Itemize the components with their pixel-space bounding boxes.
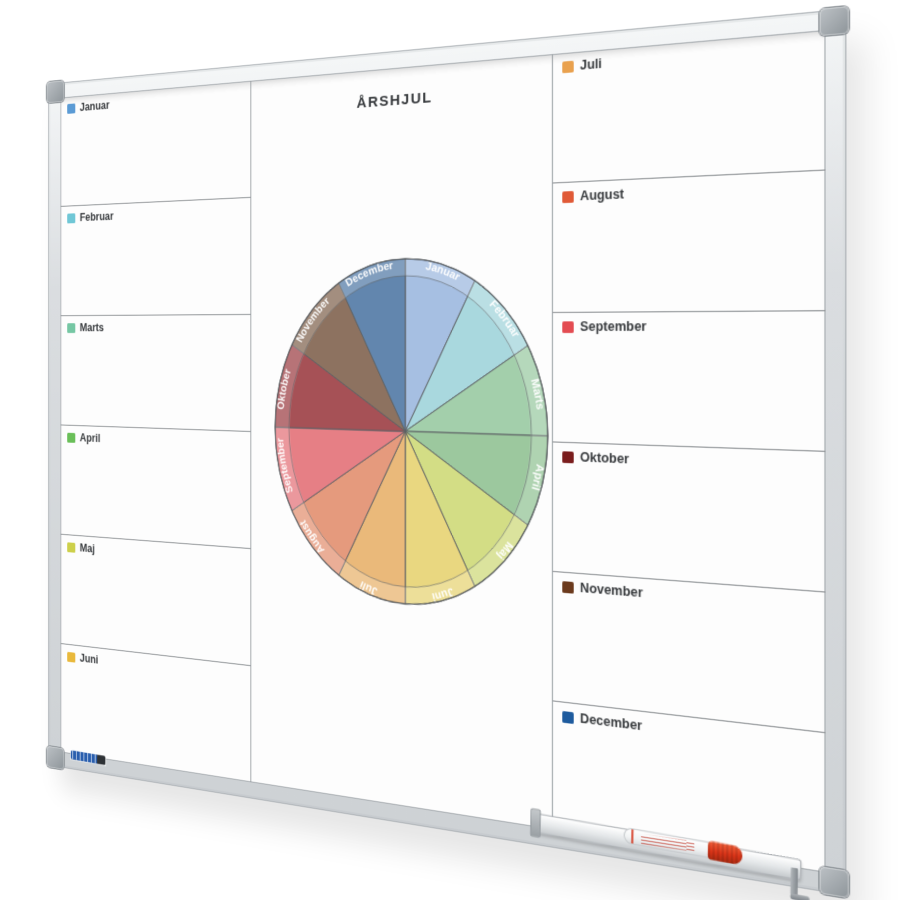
month-label: Oktober — [580, 449, 630, 467]
month-label: Marts — [79, 321, 104, 334]
month-label: September — [580, 318, 647, 335]
month-color-swatch — [562, 321, 574, 333]
month-row-september: September — [552, 310, 826, 451]
month-color-swatch — [67, 651, 76, 663]
month-color-swatch — [562, 581, 574, 594]
month-color-swatch — [562, 60, 574, 74]
frame-corner-cap — [46, 80, 65, 104]
month-row-april: April — [60, 424, 251, 549]
wheel-slice-december — [339, 259, 406, 432]
frame-corner-cap — [819, 866, 849, 899]
month-color-swatch — [562, 191, 574, 204]
month-row-marts: Marts — [60, 313, 251, 432]
wheel-slice-august — [292, 428, 405, 581]
wheel-slice-april — [405, 431, 548, 526]
month-color-swatch — [67, 432, 76, 443]
right-month-column: Juli August September Oktober November — [551, 29, 826, 873]
frame-corner-cap — [46, 745, 65, 770]
wheel-slice-februar — [405, 280, 528, 436]
month-row-oktober: Oktober — [552, 441, 826, 592]
page-title: ÅRSHJUL — [356, 88, 433, 112]
frame-corner-cap — [819, 5, 849, 37]
month-label: Juli — [580, 56, 602, 73]
marker-red-band — [631, 829, 634, 844]
month-label: Juni — [79, 651, 99, 667]
month-label: August — [580, 186, 625, 204]
month-label: Januar — [79, 98, 110, 114]
wheel-slice-november — [292, 282, 405, 431]
month-color-swatch — [562, 710, 574, 725]
wheel-slice-september — [275, 427, 405, 518]
month-label: Februar — [79, 209, 114, 224]
year-wheel: Januar Februar Marts April Maj Juni Juli… — [271, 250, 553, 623]
brand-sticker-end — [96, 754, 106, 766]
wheel-slice-maj — [405, 431, 528, 591]
wheel-slice-marts — [405, 345, 548, 436]
left-month-column: Januar Februar Marts April Maj — [60, 80, 252, 783]
whiteboard: Januar Februar Marts April Maj — [46, 5, 849, 899]
month-label: November — [580, 580, 643, 601]
wheel-slice-oktober — [275, 345, 405, 432]
month-color-swatch — [67, 542, 76, 553]
tray-end-hook — [790, 867, 799, 896]
month-row-juli: Juli — [553, 30, 826, 183]
month-label: December — [580, 710, 643, 734]
month-color-swatch — [562, 451, 574, 464]
month-color-swatch — [67, 213, 76, 224]
wheel-label: April — [528, 463, 546, 493]
wheel-slice-januar — [405, 257, 475, 434]
month-row-august: August — [552, 169, 826, 312]
month-label: Maj — [79, 541, 95, 556]
month-color-swatch — [67, 103, 76, 114]
month-row-februar: Februar — [60, 196, 251, 316]
wheel-slice-juni — [405, 431, 475, 610]
whiteboard-surface: Januar Februar Marts April Maj — [60, 29, 826, 873]
month-label: April — [79, 431, 101, 445]
month-color-swatch — [67, 323, 76, 333]
month-row-januar: Januar — [61, 81, 251, 206]
wheel-slice-juli — [339, 429, 406, 604]
